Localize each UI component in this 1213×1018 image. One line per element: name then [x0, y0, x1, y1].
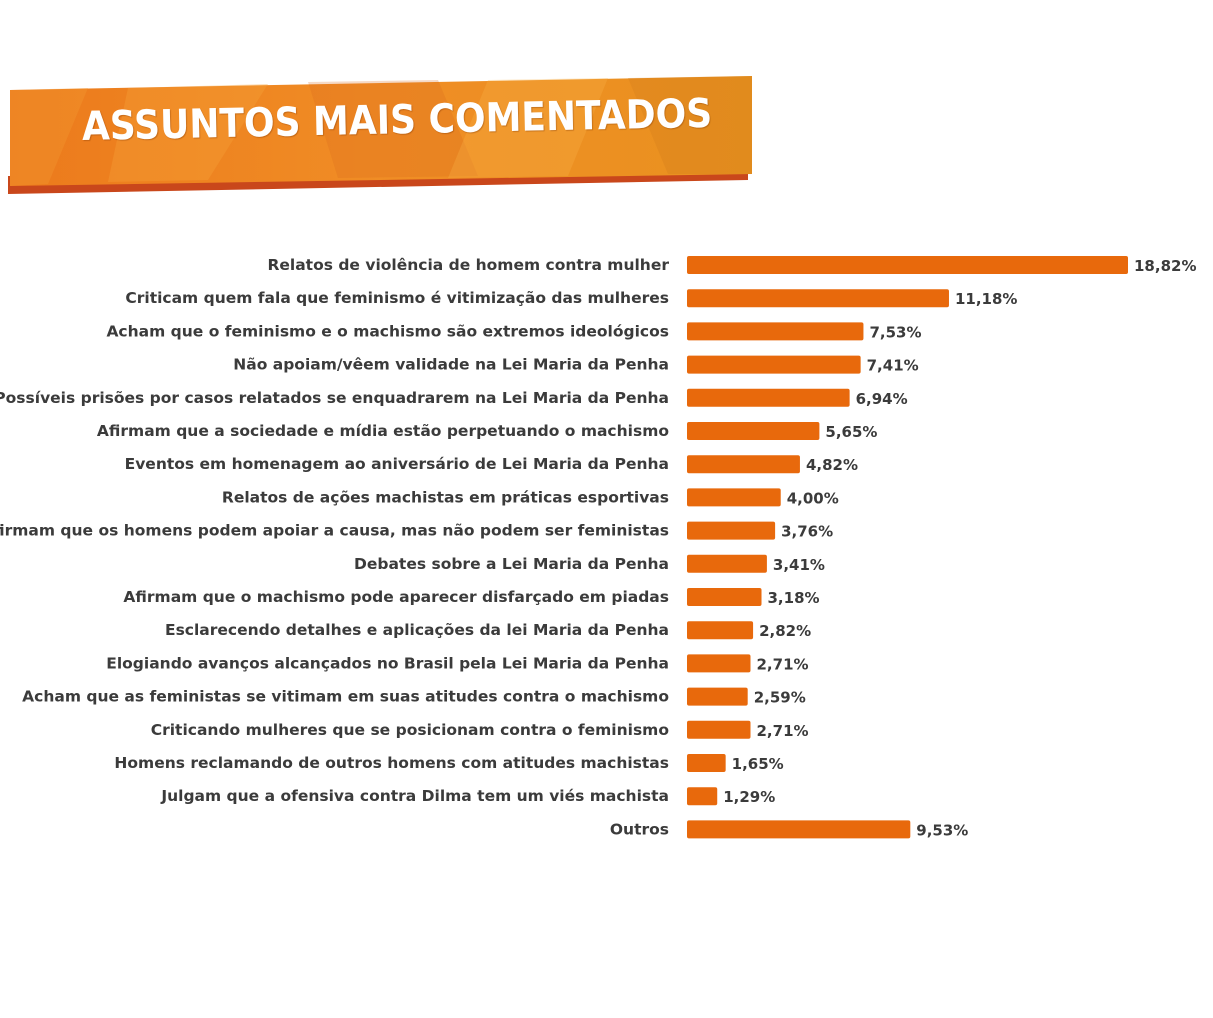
- category-label: Criticam quem fala que feminismo é vitim…: [125, 289, 669, 307]
- value-label: 2,71%: [757, 722, 809, 740]
- value-label: 3,76%: [781, 523, 833, 541]
- bar: [687, 256, 1128, 274]
- category-label: Julgam que a ofensiva contra Dilma tem u…: [160, 787, 669, 805]
- value-label: 2,71%: [757, 655, 809, 673]
- value-label: 4,00%: [787, 489, 839, 507]
- value-label: 7,53%: [869, 323, 921, 341]
- bar: [687, 322, 864, 341]
- bar: [687, 588, 762, 606]
- category-label: Afirmam que o machismo pode aparecer dis…: [123, 588, 669, 606]
- value-label: 4,82%: [806, 456, 858, 474]
- bar: [687, 687, 748, 706]
- value-label: 2,59%: [754, 689, 806, 707]
- value-label: 9,53%: [916, 821, 968, 839]
- value-label: 18,82%: [1134, 257, 1196, 275]
- value-label: 2,82%: [759, 622, 811, 640]
- bar: [687, 820, 911, 839]
- bar: [687, 488, 781, 507]
- bar: [687, 289, 949, 308]
- category-label: Debates sobre a Lei Maria da Penha: [354, 555, 669, 573]
- value-labels: 18,82% 11,18% 7,53% 7,41% 6,94% 5,65% 4,82% 4,0…: [723, 257, 1196, 839]
- bars: [687, 256, 1128, 839]
- bar: [687, 554, 767, 573]
- title-banner: [8, 76, 754, 196]
- category-label: Homens reclamando de outros homens com a…: [114, 754, 669, 772]
- bar: [687, 422, 820, 440]
- value-label: 1,29%: [723, 788, 775, 806]
- category-label: Afirmam que os homens podem apoiar a cau…: [0, 522, 669, 540]
- bar: [687, 654, 751, 673]
- category-label: Relatos de violência de homem contra mul…: [267, 256, 669, 274]
- value-label: 3,18%: [768, 589, 820, 607]
- value-label: 3,41%: [773, 556, 825, 574]
- value-label: 11,18%: [955, 290, 1017, 308]
- category-label: Esclarecendo detalhes e aplicações da le…: [165, 621, 669, 639]
- category-label: Eventos em homenagem ao aniversário de L…: [125, 455, 669, 473]
- bar: [687, 621, 754, 640]
- value-label: 5,65%: [825, 423, 877, 441]
- value-label: 7,41%: [867, 357, 919, 375]
- category-label: Outros: [610, 820, 669, 838]
- category-label: Não apoiam/vêem validade na Lei Maria da…: [233, 356, 669, 374]
- category-label: Acham que as feministas se vitimam em su…: [22, 688, 669, 706]
- bar: [687, 521, 776, 540]
- bar: [687, 787, 718, 806]
- category-label: Criticando mulheres que se posicionam co…: [151, 721, 669, 739]
- value-label: 1,65%: [732, 755, 784, 773]
- banner-background: [8, 76, 752, 194]
- category-label: Acham que o feminismo e o machismo são e…: [106, 322, 669, 340]
- category-label: Possíveis prisões por casos relatados se…: [0, 389, 669, 407]
- bar: [687, 355, 861, 374]
- bar: [687, 720, 751, 739]
- category-label: Afirmam que a sociedade e mídia estão pe…: [97, 422, 669, 440]
- category-label: Elogiando avanços alcançados no Brasil p…: [106, 654, 669, 672]
- value-label: 6,94%: [856, 390, 908, 408]
- category-labels: Relatos de violência de homem contra mul…: [0, 256, 669, 838]
- bar: [687, 388, 850, 407]
- bar: [687, 754, 726, 772]
- category-label: Relatos de ações machistas em práticas e…: [222, 488, 669, 506]
- bar: [687, 455, 800, 474]
